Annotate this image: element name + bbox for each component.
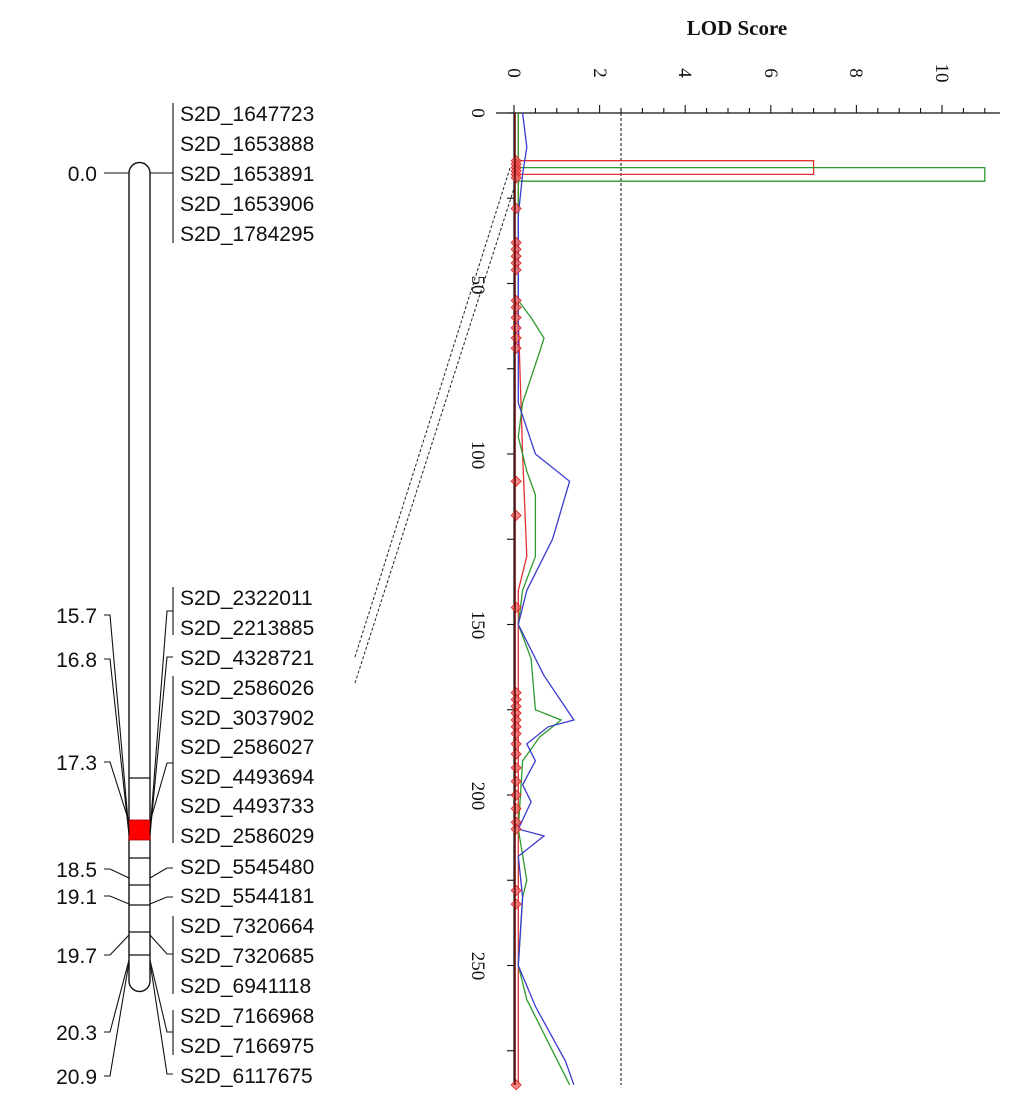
marker-label: S2D_4493694 xyxy=(180,766,315,789)
x-tick-labels: 0 2 4 6 8 10 xyxy=(503,64,952,83)
position-label: 20.3 xyxy=(56,1022,97,1045)
marker-label: S2D_2586027 xyxy=(180,736,314,759)
marker-diamond-icon xyxy=(510,475,522,487)
marker-diamond-icon xyxy=(510,738,522,750)
marker-label: S2D_3037902 xyxy=(180,707,314,730)
marker-diamond-icon xyxy=(510,898,522,910)
position-labels: 0.0 15.7 16.8 17.3 18.5 19.1 19.7 20.3 2… xyxy=(56,163,97,1089)
marker-label: S2D_4328721 xyxy=(180,647,314,670)
zoom-connector-lines xyxy=(354,167,519,684)
marker-label: S2D_6941118 xyxy=(180,975,311,998)
position-label: 16.8 xyxy=(56,649,97,672)
marker-diamond-icon xyxy=(510,789,522,801)
marker-diamond-icon xyxy=(510,601,522,614)
x-tick-label: 4 xyxy=(674,68,695,78)
lod-plot: LOD Score 0 2 4 6 8 10 0 50 100 150 200 … xyxy=(467,16,1000,1091)
marker-label: S2D_1653906 xyxy=(180,193,314,216)
linkage-map: 0.0 15.7 16.8 17.3 18.5 19.1 19.7 20.3 2… xyxy=(56,103,315,1089)
marker-diamond-icon xyxy=(510,202,522,215)
y-tick-label: 250 xyxy=(467,952,488,981)
marker-label: S2D_1647723 xyxy=(180,103,314,126)
marker-diamond-icon xyxy=(510,301,522,313)
marker-label: S2D_6117675 xyxy=(180,1065,313,1088)
marker-diamond-icon xyxy=(510,748,522,760)
position-label: 20.9 xyxy=(56,1066,97,1089)
y-axis-ticks xyxy=(507,112,514,1052)
position-label: 15.7 xyxy=(56,605,97,628)
marker-diamond-icon xyxy=(510,509,522,521)
marker-diamond-icon xyxy=(510,803,522,815)
marker-label: S2D_2586029 xyxy=(180,825,314,848)
y-tick-label: 50 xyxy=(467,276,488,295)
green-lod-curve xyxy=(517,113,986,1086)
qtl-highlight-region xyxy=(128,819,151,841)
position-label: 19.1 xyxy=(56,886,97,909)
position-label: 17.3 xyxy=(56,752,97,775)
marker-label: S2D_4493733 xyxy=(180,795,314,818)
left-connectors xyxy=(104,172,130,1077)
marker-label: S2D_1784295 xyxy=(180,223,314,246)
marker-label: S2D_7320664 xyxy=(180,915,315,938)
x-tick-label: 6 xyxy=(760,68,781,78)
chromosome-bar xyxy=(128,161,151,993)
marker-label: S2D_1653891 xyxy=(180,163,314,186)
position-label: 18.5 xyxy=(56,859,97,882)
marker-label: S2D_7166975 xyxy=(180,1035,314,1058)
x-tick-label: 8 xyxy=(845,68,866,78)
x-axis-ticks xyxy=(513,105,986,113)
marker-diamond-icon xyxy=(510,172,522,184)
chromosome-bands xyxy=(129,777,150,956)
y-tick-labels: 0 50 100 150 200 250 xyxy=(467,108,488,980)
y-tick-label: 200 xyxy=(467,782,488,811)
chart-title: LOD Score xyxy=(687,16,788,40)
marker-label: S2D_2586026 xyxy=(180,677,314,700)
x-tick-label: 2 xyxy=(589,68,610,78)
y-tick-label: 0 xyxy=(467,108,488,118)
marker-diamond-icon xyxy=(510,728,522,740)
marker-diamond-icon xyxy=(510,823,522,835)
marker-points xyxy=(510,155,522,1091)
y-tick-label: 150 xyxy=(467,611,488,640)
marker-diamond-icon xyxy=(510,884,522,897)
y-tick-label: 100 xyxy=(467,441,488,470)
lod-curves xyxy=(517,112,986,1086)
marker-label: S2D_1653888 xyxy=(180,133,314,156)
marker-diamond-icon xyxy=(510,762,522,774)
marker-label: S2D_7166968 xyxy=(180,1005,314,1028)
position-label: 0.0 xyxy=(68,163,97,186)
red-lod-curve xyxy=(517,113,815,1085)
marker-label: S2D_2213885 xyxy=(180,617,314,640)
x-tick-label: 10 xyxy=(931,64,952,83)
blue-lod-curve xyxy=(517,112,575,1086)
marker-label: S2D_2322011 xyxy=(180,587,313,610)
right-connectors xyxy=(149,103,174,1075)
marker-labels: S2D_1647723 S2D_1653888 S2D_1653891 S2D_… xyxy=(180,103,315,1088)
marker-label: S2D_5545480 xyxy=(180,856,314,879)
marker-diamond-icon xyxy=(510,312,522,324)
marker-diamond-icon xyxy=(510,322,522,334)
marker-diamond-icon xyxy=(510,775,522,787)
marker-diamond-icon xyxy=(510,342,522,354)
marker-label: S2D_5544181 xyxy=(180,885,314,908)
marker-diamond-icon xyxy=(510,1079,522,1091)
marker-label: S2D_7320685 xyxy=(180,945,314,968)
x-tick-label: 0 xyxy=(503,68,524,78)
marker-diamond-icon xyxy=(510,264,522,276)
position-label: 19.7 xyxy=(56,945,97,968)
